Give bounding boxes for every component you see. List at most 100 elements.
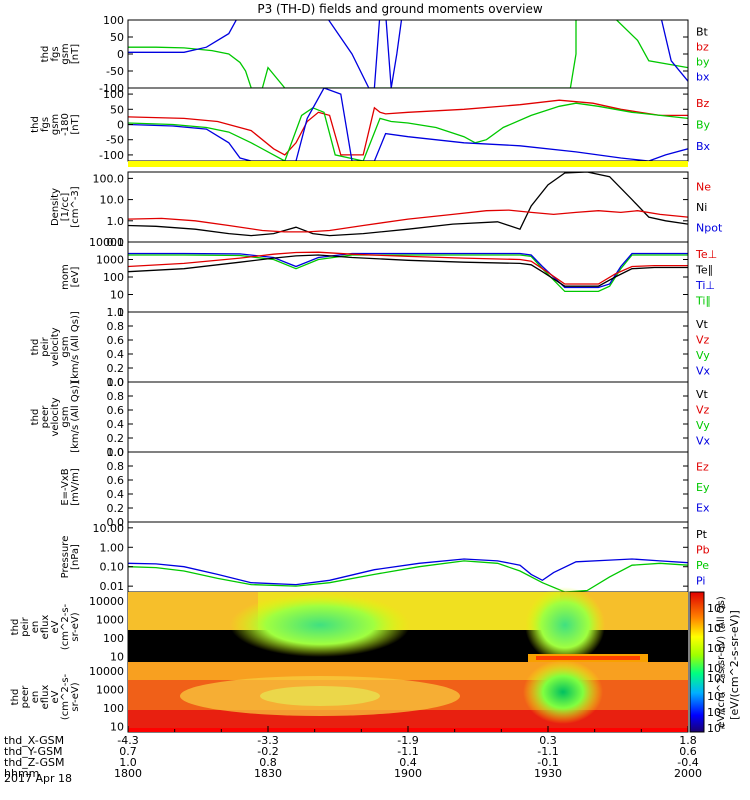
xtick-label: 0.8 — [259, 756, 277, 769]
ylabel-line: fgs — [50, 46, 61, 61]
ytick-label: 0.2 — [107, 432, 125, 445]
panel-fgs: 100 50 0 -50 -100 thd fgs gsm [nT] Bt bz by bx — [40, 14, 710, 95]
ylabel-line: velocity — [50, 327, 61, 366]
series-temperature-Ti⊥ — [128, 252, 688, 289]
xtick-label: -1.1 — [537, 745, 558, 758]
ytick-label: 100 — [103, 14, 124, 27]
ytick-label: 100 — [103, 632, 124, 645]
xtick-label: -1.9 — [397, 734, 418, 747]
panel-frame-temperature — [127, 241, 689, 313]
series-fgs-gse-Bx — [128, 88, 688, 161]
legend-fgs-bx: bx — [696, 71, 710, 84]
xtick-label: -4.3 — [117, 734, 138, 747]
ytick-label: 0.2 — [107, 502, 125, 515]
ylabel-line: thd — [10, 619, 21, 636]
ylabel-line: gsm — [60, 43, 71, 64]
colorbar-tick-1e8-e: 10⁸ — [707, 672, 726, 685]
xtick-label: 0.3 — [539, 734, 557, 747]
series-pressure-Pi — [128, 558, 688, 586]
ylabel-line: [nPa] — [70, 544, 81, 570]
ylabel-line: thd — [40, 46, 51, 63]
colorbar-tick-1e4-e: 10⁴ — [707, 706, 726, 719]
ylabel-line: [mV/m] — [70, 468, 81, 506]
legend-ion-velocity-Vt: Vt — [696, 318, 709, 331]
legend-fgs-gse-Bx: Bx — [696, 140, 711, 153]
panel-frame-fgs-gse — [127, 87, 689, 162]
xtick-label: 0.6 — [679, 745, 697, 758]
xtick-label: 1.8 — [679, 734, 697, 747]
ylabel-line: [1/cc] — [60, 193, 71, 222]
legend-pressure-Pe: Pe — [696, 559, 709, 572]
ylabel-line: en — [30, 691, 41, 704]
ytick-label: 100.0 — [93, 172, 125, 185]
legend-temperature-Te⊥: Te⊥ — [695, 248, 717, 261]
ylabel-line: peer — [40, 405, 51, 429]
legend-temperature-Ti∥: Ti∥ — [695, 294, 711, 307]
legend-density-Ni: Ni — [696, 201, 707, 214]
ytick-label: 0.1 — [107, 236, 125, 249]
ytick-label: 0 — [117, 48, 124, 61]
legend-fgs-Bt: Bt — [696, 26, 709, 39]
ytick-label: 1.00 — [100, 541, 125, 554]
ytick-label: -100 — [99, 149, 124, 162]
ytick-label: 1.0 — [107, 215, 125, 228]
legend-fgs-bz: bz — [696, 41, 709, 54]
date-label: 2017 Apr 18 — [4, 772, 72, 785]
colorbar-tick-1e6-e: 10⁶ — [707, 690, 726, 703]
ytick-label: 10 — [110, 720, 124, 733]
ylabel-line: Pressure — [60, 536, 71, 579]
ytick-label: 0.8 — [107, 390, 125, 403]
xtick-label: 1900 — [394, 767, 422, 780]
legend-pressure-Pt: Pt — [696, 528, 708, 541]
ytick-label: 1.0 — [107, 376, 125, 389]
series-fgs-gse-By — [128, 102, 688, 161]
legend-efield-Ey: Ey — [696, 481, 710, 494]
legend-fgs-gse-By: By — [696, 119, 711, 132]
legend-efield-Ez: Ez — [696, 460, 709, 473]
xaxis-row-label: thd_Z-GSM — [4, 756, 64, 769]
series-temperature-Te⊥ — [128, 251, 688, 285]
series-temperature-Te∥ — [128, 254, 688, 287]
ytick-label: 100 — [103, 271, 124, 284]
ytick-label: 50 — [110, 103, 124, 116]
series-density-Ne — [128, 209, 688, 233]
ylabel-line: velocity — [50, 397, 61, 436]
ytick-label: 10.00 — [93, 522, 125, 535]
ytick-label: 0.8 — [107, 460, 125, 473]
ylabel-line: gsm — [60, 406, 71, 427]
colorbar-tick-1e4: 10⁴ — [707, 642, 726, 655]
ytick-label: 0.0 — [107, 516, 125, 529]
ytick-label: 0.01 — [100, 580, 125, 593]
xtick-label: -0.2 — [257, 745, 278, 758]
xtick-label: 1800 — [114, 767, 142, 780]
legend-temperature-Te∥: Te∥ — [695, 263, 713, 276]
ylabel-line: thd — [30, 409, 41, 426]
legend-electron-velocity-Vt: Vt — [696, 388, 709, 401]
ylabel-line: en — [30, 621, 41, 634]
ylabel-line: sr-eV) — [70, 682, 81, 711]
legend-ion-velocity-Vy: Vy — [696, 349, 710, 362]
ylabel-line: sr-eV) — [70, 612, 81, 641]
ytick-label: 1000 — [96, 254, 124, 267]
ylabel-line: thd — [10, 689, 21, 706]
colorbar-tick-1e2: 10² — [707, 662, 725, 675]
legend-density-Ne: Ne — [696, 180, 711, 193]
ytick-label: 1000 — [96, 613, 124, 626]
ytick-label: 0.6 — [107, 404, 125, 417]
ytick-label: 1.0 — [107, 306, 125, 319]
legend-temperature-Ti⊥: Ti⊥ — [695, 279, 715, 292]
panel-frame-pressure — [127, 521, 689, 593]
ytick-label: 0.4 — [107, 488, 125, 501]
ytick-label: 0.6 — [107, 474, 125, 487]
ytick-label: 0.2 — [107, 362, 125, 375]
ytick-label: -50 — [106, 134, 124, 147]
plot-title: P3 (TH-D) fields and ground moments over… — [257, 2, 542, 16]
series-fgs-gse-Bz — [128, 99, 688, 156]
ylabel-line: peir — [40, 336, 51, 356]
ytick-label: 10 — [110, 289, 124, 302]
colorbar-tick-1e2-e: 10² — [707, 722, 725, 735]
ylabel-line: -180 — [60, 113, 71, 136]
colorbar-sub-label: eV/(cm^2-s-sr-eV) (All Qs) — [716, 596, 727, 728]
series-pressure-Pe — [128, 560, 688, 592]
